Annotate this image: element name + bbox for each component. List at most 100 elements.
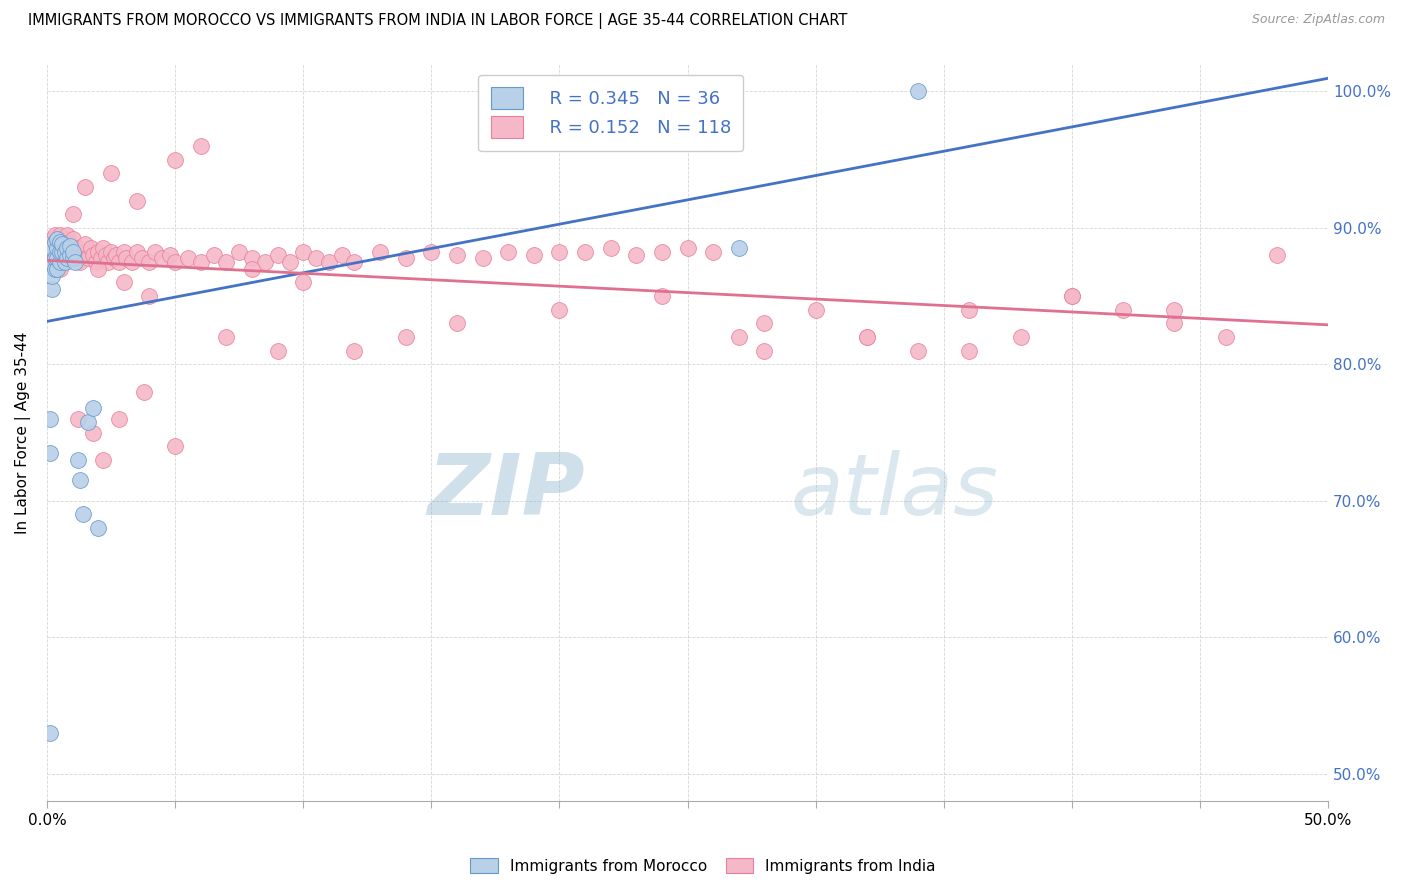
Point — [41, 282, 63, 296]
Point — [134, 384, 156, 399]
Point — [107, 255, 129, 269]
Point — [94, 248, 117, 262]
Point — [51, 245, 73, 260]
Point — [51, 251, 73, 265]
Point — [105, 248, 128, 262]
Point — [1163, 302, 1185, 317]
Point — [446, 317, 468, 331]
Point — [957, 343, 980, 358]
Text: Source: ZipAtlas.com: Source: ZipAtlas.com — [1251, 13, 1385, 27]
Point — [49, 255, 72, 269]
Point — [46, 241, 69, 255]
Point — [395, 251, 418, 265]
Point — [90, 251, 112, 265]
Point — [240, 261, 263, 276]
Point — [651, 289, 673, 303]
Point — [51, 237, 73, 252]
Point — [107, 412, 129, 426]
Point — [907, 343, 929, 358]
Point — [471, 251, 494, 265]
Point — [112, 245, 135, 260]
Point — [44, 261, 66, 276]
Point — [49, 245, 72, 260]
Point — [46, 232, 69, 246]
Point — [53, 255, 76, 269]
Point — [79, 241, 101, 255]
Point — [368, 245, 391, 260]
Text: ZIP: ZIP — [427, 450, 585, 533]
Point — [165, 255, 187, 269]
Point — [46, 251, 69, 265]
Point — [150, 251, 173, 265]
Point — [103, 251, 125, 265]
Point — [93, 241, 115, 255]
Point — [626, 248, 648, 262]
Point — [53, 245, 76, 260]
Point — [49, 227, 72, 242]
Point — [56, 227, 79, 242]
Point — [75, 180, 97, 194]
Point — [121, 255, 143, 269]
Legend: Immigrants from Morocco, Immigrants from India: Immigrants from Morocco, Immigrants from… — [464, 852, 942, 880]
Point — [548, 245, 571, 260]
Point — [82, 401, 104, 415]
Point — [266, 343, 288, 358]
Point — [305, 251, 328, 265]
Text: atlas: atlas — [790, 450, 998, 533]
Point — [41, 241, 63, 255]
Point — [676, 241, 699, 255]
Point — [727, 330, 749, 344]
Point — [1060, 289, 1083, 303]
Point — [215, 255, 238, 269]
Point — [754, 343, 776, 358]
Point — [53, 232, 76, 246]
Point — [87, 521, 110, 535]
Point — [75, 237, 97, 252]
Point — [1163, 317, 1185, 331]
Point — [112, 276, 135, 290]
Point — [138, 255, 160, 269]
Point — [651, 245, 673, 260]
Point — [41, 268, 63, 283]
Point — [69, 474, 91, 488]
Point — [62, 245, 84, 260]
Point — [56, 241, 79, 255]
Point — [41, 251, 63, 265]
Point — [907, 84, 929, 98]
Point — [131, 251, 153, 265]
Point — [190, 255, 212, 269]
Point — [82, 425, 104, 440]
Point — [856, 330, 879, 344]
Point — [957, 302, 980, 317]
Point — [63, 248, 86, 262]
Point — [66, 453, 89, 467]
Legend:   R = 0.345   N = 36,   R = 0.152   N = 118: R = 0.345 N = 36, R = 0.152 N = 118 — [478, 75, 744, 151]
Point — [496, 245, 519, 260]
Point — [53, 255, 76, 269]
Point — [754, 317, 776, 331]
Point — [574, 245, 596, 260]
Point — [343, 343, 366, 358]
Point — [62, 245, 84, 260]
Point — [1265, 248, 1288, 262]
Point — [343, 255, 366, 269]
Point — [77, 251, 100, 265]
Point — [72, 508, 94, 522]
Point — [1112, 302, 1135, 317]
Point — [93, 453, 115, 467]
Point — [49, 235, 72, 249]
Point — [856, 330, 879, 344]
Point — [1215, 330, 1237, 344]
Point — [69, 255, 91, 269]
Point — [62, 251, 84, 265]
Point — [702, 245, 724, 260]
Point — [159, 248, 181, 262]
Point — [72, 245, 94, 260]
Point — [280, 255, 302, 269]
Point — [804, 302, 827, 317]
Point — [1010, 330, 1032, 344]
Point — [38, 446, 60, 460]
Point — [292, 245, 315, 260]
Point — [46, 261, 69, 276]
Point — [190, 139, 212, 153]
